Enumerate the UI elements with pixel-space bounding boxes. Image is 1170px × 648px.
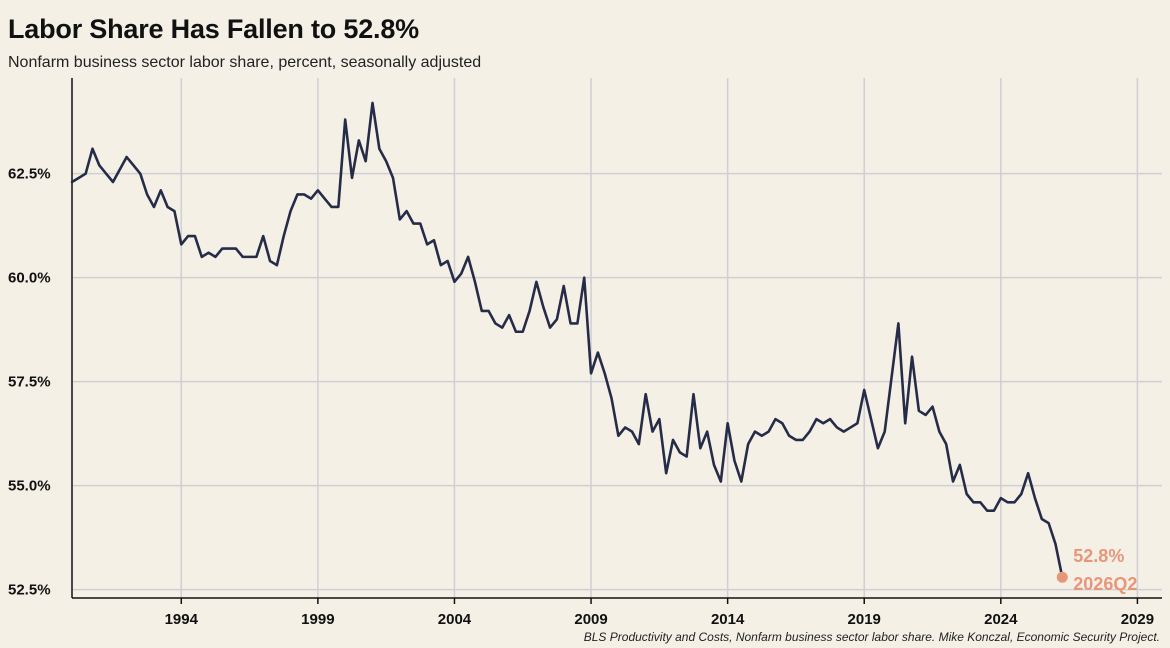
gridlines: [72, 78, 1162, 598]
y-tick-label: 57.5%: [8, 374, 51, 391]
series-line: [70, 101, 1064, 579]
source-note: BLS Productivity and Costs, Nonfarm busi…: [583, 630, 1160, 644]
x-tick-label: 2024: [984, 611, 1018, 628]
x-tick-label: 2019: [848, 611, 881, 628]
x-tick-label: 2029: [1121, 611, 1154, 628]
last-value-marker: [1056, 571, 1068, 583]
y-tick-label: 60.0%: [8, 270, 51, 287]
x-tick-label: 1994: [165, 611, 199, 628]
chart-subtitle: Nonfarm business sector labor share, per…: [8, 54, 482, 71]
x-tick-label: 1999: [301, 611, 334, 628]
chart-title: Labor Share Has Fallen to 52.8%: [8, 14, 419, 44]
y-tick-label: 52.5%: [8, 582, 51, 599]
y-tick-label: 55.0%: [8, 478, 51, 495]
annotation-period: 2026Q2: [1073, 574, 1137, 594]
x-tick-label: 2014: [711, 611, 745, 628]
annotation-layer: 52.8% 2026Q2: [1056, 546, 1137, 594]
y-tick-label: 62.5%: [8, 166, 51, 183]
x-tick-label: 2004: [438, 611, 472, 628]
series-layer: [70, 101, 1064, 579]
x-tick-label: 2009: [574, 611, 607, 628]
tick-labels: 52.5% 55.0% 57.5% 60.0% 62.5% 1994 1999 2004 200…: [8, 166, 1154, 628]
axes: [71, 78, 1162, 604]
annotation-value: 52.8%: [1073, 546, 1124, 566]
